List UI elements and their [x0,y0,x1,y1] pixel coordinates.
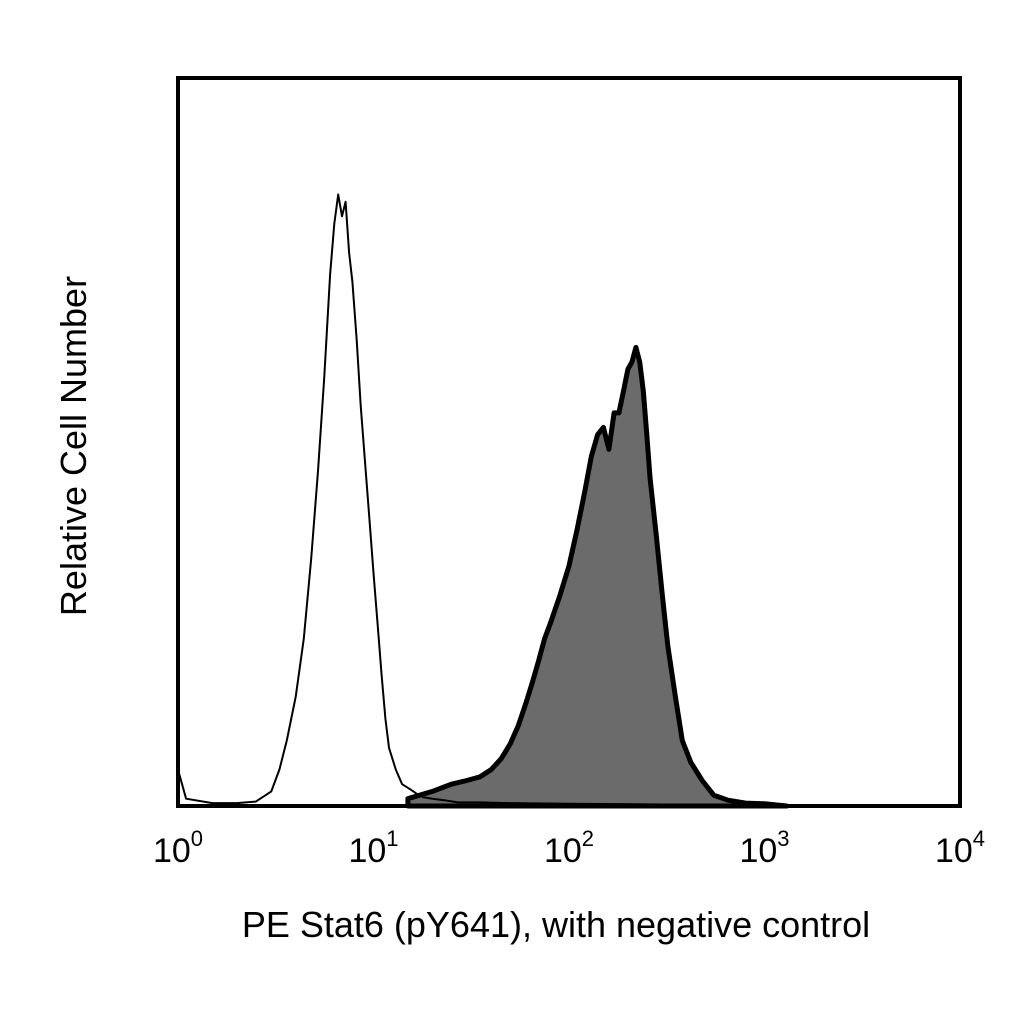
x-tick-base: 10 [348,832,386,870]
y-axis-label: Relative Cell Number [53,276,94,616]
x-tick-label: 102 [544,826,594,870]
x-tick-exponent: 2 [582,826,594,851]
plot-frame [176,76,962,808]
x-axis-label: PE Stat6 (pY641), with negative control [242,904,870,945]
x-tick-label: 103 [739,826,789,870]
x-tick-label: 101 [348,826,398,870]
x-tick-base: 10 [153,832,191,870]
x-tick-exponent: 1 [386,826,398,851]
stained-sample-histogram [405,344,790,809]
x-tick-exponent: 0 [191,826,203,851]
x-tick-base: 10 [739,832,777,870]
series-layer [177,193,961,809]
x-tick-base: 10 [935,832,973,870]
x-tick-base: 10 [544,832,582,870]
x-tick-exponent: 3 [777,826,789,851]
x-tick-label: 104 [935,826,985,870]
x-tick-exponent: 4 [973,826,985,851]
x-tick-labels: 100 101 102 103 104 [153,826,985,870]
negative-control-histogram [177,193,961,807]
x-tick-label: 100 [153,826,203,870]
